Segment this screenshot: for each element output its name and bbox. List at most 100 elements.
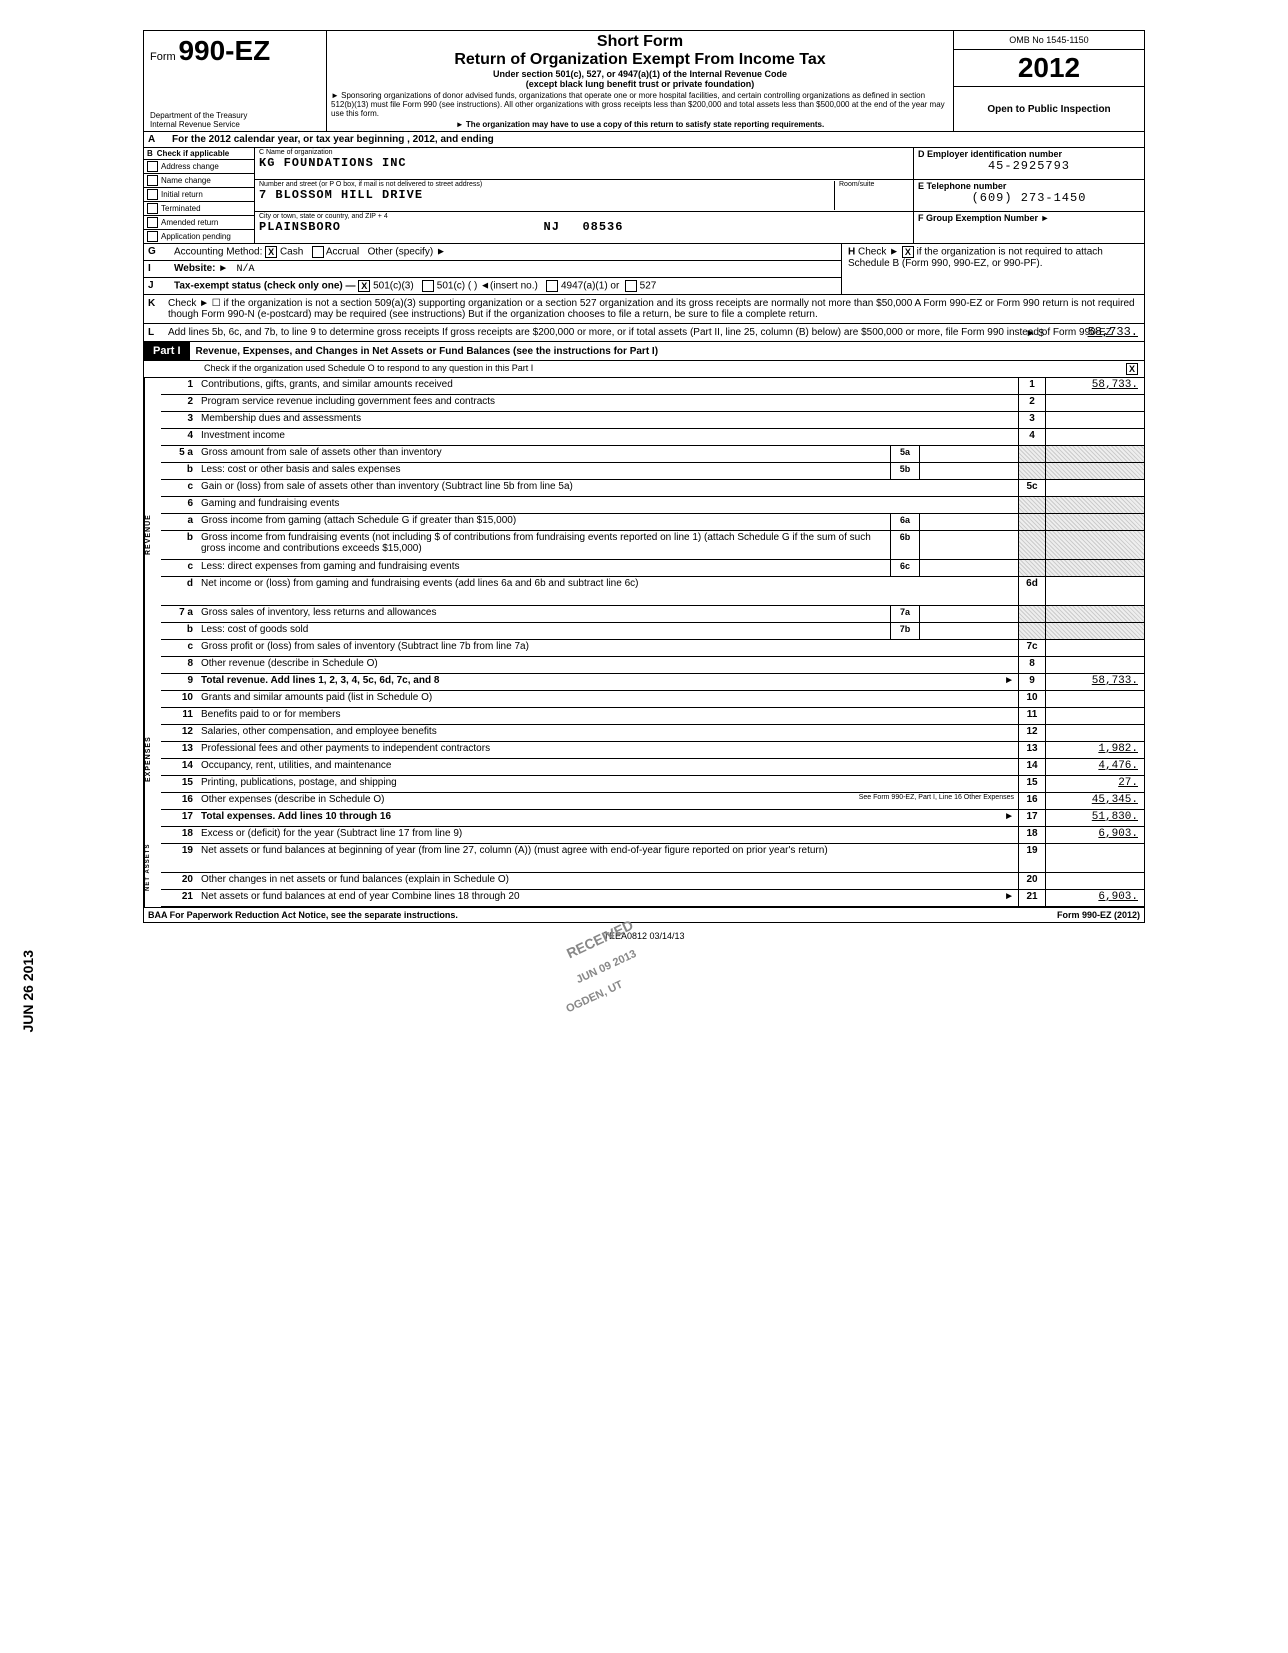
row-num: c — [161, 480, 197, 496]
city-label: City or town, state or country, and ZIP … — [259, 213, 909, 220]
chk-address[interactable] — [147, 161, 158, 172]
amount — [1045, 873, 1144, 889]
right-num — [1018, 446, 1045, 462]
irs: Internal Revenue Service — [150, 120, 240, 129]
row-desc: Gross amount from sale of assets other t… — [197, 446, 890, 462]
table-row: 15Printing, publications, postage, and s… — [161, 776, 1144, 793]
row-desc: Gross income from fundraising events (no… — [197, 531, 890, 559]
chk-schedule-o[interactable]: X — [1126, 363, 1138, 375]
dept-irs: Department of the Treasury Internal Reve… — [150, 111, 247, 129]
room-label: Room/suite — [839, 181, 909, 188]
net-table: 18Excess or (deficit) for the year (Subt… — [161, 827, 1144, 907]
line-a: A For the 2012 calendar year, or tax yea… — [144, 132, 1144, 148]
row-desc: Grants and similar amounts paid (list in… — [197, 691, 1018, 707]
part1-label: Part I — [144, 342, 190, 360]
line-a-text: For the 2012 calendar year, or tax year … — [170, 132, 1144, 147]
street: 7 BLOSSOM HILL DRIVE — [259, 188, 834, 202]
right-num: 14 — [1018, 759, 1045, 775]
chk-501c3[interactable]: X — [358, 280, 370, 292]
mid-num: 6a — [890, 514, 919, 530]
chk-h[interactable]: X — [902, 246, 914, 258]
part1-header: Part I Revenue, Expenses, and Changes in… — [144, 342, 1144, 361]
line-i: Website: ► N/A — [170, 261, 841, 277]
table-row: 10Grants and similar amounts paid (list … — [161, 691, 1144, 708]
expenses-table: 10Grants and similar amounts paid (list … — [161, 691, 1144, 827]
amount — [1045, 446, 1144, 462]
row-desc: Less: cost or other basis and sales expe… — [197, 463, 890, 479]
amount — [1045, 560, 1144, 576]
row-desc: Less: direct expenses from gaming and fu… — [197, 560, 890, 576]
row-num: 18 — [161, 827, 197, 843]
ein-box: D Employer identification number 45-2925… — [914, 148, 1144, 180]
mid-num: 6b — [890, 531, 919, 559]
amount — [1045, 606, 1144, 622]
row-desc: Contributions, gifts, grants, and simila… — [197, 378, 1018, 394]
table-row: 12Salaries, other compensation, and empl… — [161, 725, 1144, 742]
line-g: Accounting Method: X Cash Accrual Other … — [170, 244, 841, 260]
stamp-date: JUN 09 2013 — [575, 948, 639, 986]
chk-initial[interactable] — [147, 189, 158, 200]
phone: (609) 273-1450 — [918, 191, 1140, 205]
amount: 27. — [1045, 776, 1144, 792]
row-num: b — [161, 623, 197, 639]
table-row: 4Investment income4 — [161, 429, 1144, 446]
row-num: a — [161, 514, 197, 530]
right-num: 11 — [1018, 708, 1045, 724]
omb: OMB No 1545-1150 — [954, 31, 1144, 50]
chk-501c[interactable] — [422, 280, 434, 292]
row-num: 6 — [161, 497, 197, 513]
street-label: Number and street (or P O box, if mail i… — [259, 181, 834, 188]
chk-accrual[interactable] — [312, 246, 324, 258]
chk-amended[interactable] — [147, 217, 158, 228]
row-desc: Net assets or fund balances at end of ye… — [197, 890, 1018, 906]
right-num: 5c — [1018, 480, 1045, 496]
amount — [1045, 708, 1144, 724]
row-desc: Occupancy, rent, utilities, and maintena… — [197, 759, 1018, 775]
row-num: 10 — [161, 691, 197, 707]
chk-4947[interactable] — [546, 280, 558, 292]
4947-label: 4947(a)(1) or — [561, 281, 619, 292]
row-desc: Program service revenue including govern… — [197, 395, 1018, 411]
header-left: Form 990-EZ Department of the Treasury I… — [144, 31, 327, 131]
table-row: 19Net assets or fund balances at beginni… — [161, 844, 1144, 873]
other-label: Other (specify) ► — [368, 247, 446, 258]
chk-name[interactable] — [147, 175, 158, 186]
table-row: 14Occupancy, rent, utilities, and mainte… — [161, 759, 1144, 776]
right-num: 8 — [1018, 657, 1045, 673]
chk-527[interactable] — [625, 280, 637, 292]
row-desc: Benefits paid to or for members — [197, 708, 1018, 724]
right-num: 12 — [1018, 725, 1045, 741]
website-val: N/A — [237, 264, 255, 275]
right-num: 7c — [1018, 640, 1045, 656]
check-header: Check if applicable — [157, 149, 229, 158]
amount — [1045, 412, 1144, 428]
right-num: 15 — [1018, 776, 1045, 792]
right-num: 18 — [1018, 827, 1045, 843]
chk-cash[interactable]: X — [265, 246, 277, 258]
chk-pending[interactable] — [147, 231, 158, 242]
title-main: Return of Organization Exempt From Incom… — [331, 51, 949, 69]
col-b-mid: C Name of organization KG FOUNDATIONS IN… — [255, 148, 914, 243]
row-desc: Other changes in net assets or fund bala… — [197, 873, 1018, 889]
group-exempt-box: F Group Exemption Number ► — [914, 212, 1144, 243]
row-desc: Salaries, other compensation, and employ… — [197, 725, 1018, 741]
footer-form: Form 990-EZ (2012) — [1057, 910, 1140, 920]
header-right: OMB No 1545-1150 2012 Open to Public Ins… — [954, 31, 1144, 131]
right-num: 6d — [1018, 577, 1045, 605]
mid-num: 7a — [890, 606, 919, 622]
chk-terminated[interactable] — [147, 203, 158, 214]
amount — [1045, 480, 1144, 496]
row-desc: Net assets or fund balances at beginning… — [197, 844, 1018, 872]
right-num: 21 — [1018, 890, 1045, 906]
mid-val — [919, 606, 1018, 622]
phone-box: E Telephone number (609) 273-1450 — [914, 180, 1144, 212]
row-num: d — [161, 577, 197, 605]
right-num — [1018, 623, 1045, 639]
row-desc: Total expenses. Add lines 10 through 16► — [197, 810, 1018, 826]
website-label: Website: ► — [174, 263, 228, 274]
row-desc: Excess or (deficit) for the year (Subtra… — [197, 827, 1018, 843]
line-a-label: A — [144, 132, 170, 147]
subtitle2: (except black lung benefit trust or priv… — [331, 79, 949, 89]
row-num: 1 — [161, 378, 197, 394]
row-num: 2 — [161, 395, 197, 411]
